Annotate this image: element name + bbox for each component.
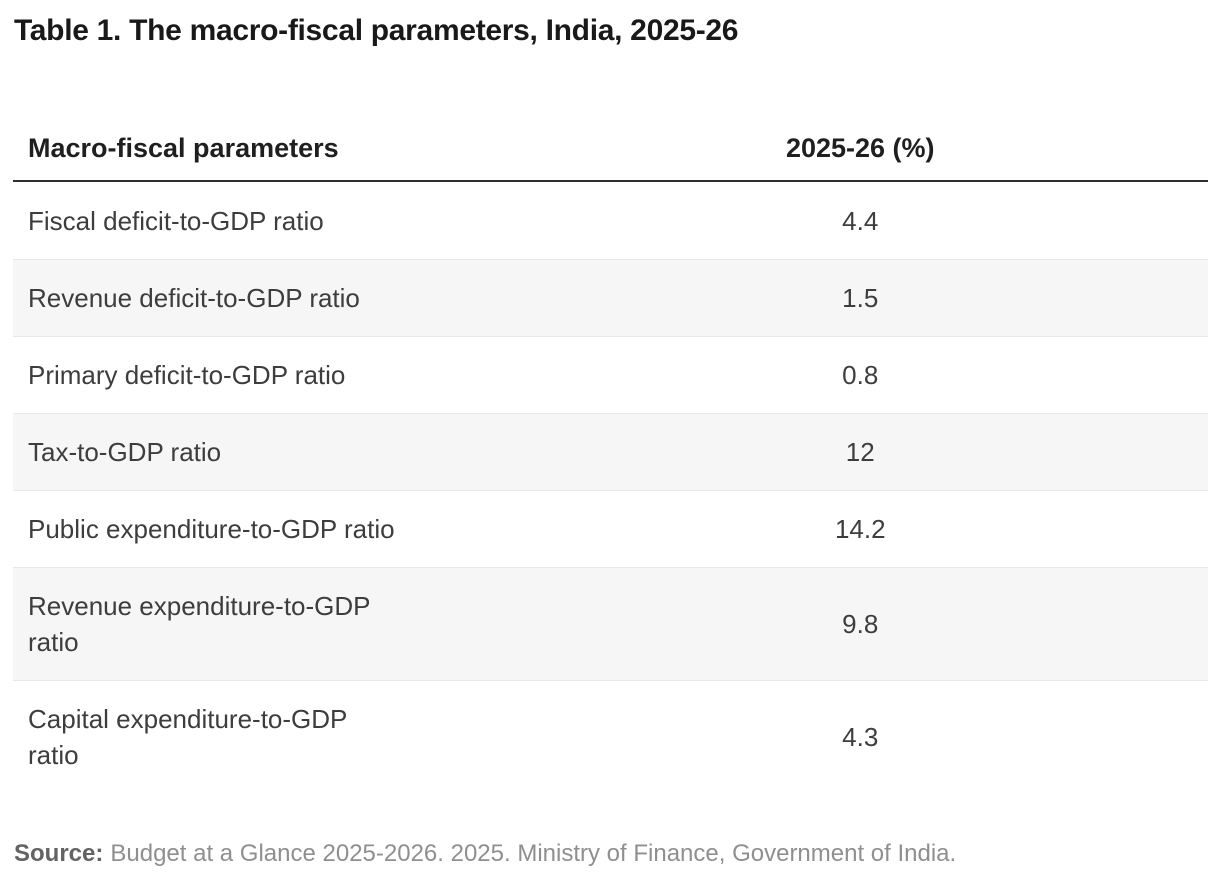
parameter-label: Public expenditure-to-GDP ratio (28, 514, 395, 544)
table-title: Table 1. The macro-fiscal parameters, In… (14, 14, 739, 47)
table-body: Fiscal deficit-to-GDP ratio 4.4 Revenue … (13, 182, 1208, 793)
parameter-value: 9.8 (842, 609, 879, 639)
parameter-value: 1.5 (842, 283, 879, 313)
parameter-label: Revenue deficit-to-GDP ratio (28, 283, 360, 313)
table-header-row: Macro-fiscal parameters 2025-26 (%) (13, 116, 1208, 182)
parameter-value: 4.3 (842, 722, 879, 752)
macro-fiscal-table: Macro-fiscal parameters 2025-26 (%) Fisc… (13, 116, 1208, 793)
parameter-label: Revenue expenditure-to-GDP ratio (28, 591, 371, 657)
table-row: Public expenditure-to-GDP ratio 14.2 (13, 490, 1208, 567)
source-text: Budget at a Glance 2025-2026. 2025. Mini… (110, 840, 957, 867)
parameter-value: 12 (845, 437, 875, 467)
source-label: Source: (14, 840, 104, 867)
table-row: Revenue deficit-to-GDP ratio 1.5 (13, 259, 1208, 336)
parameter-label: Tax-to-GDP ratio (28, 437, 222, 467)
table-row: Capital expenditure-to-GDP ratio 4.3 (13, 680, 1208, 793)
table-row: Primary deficit-to-GDP ratio 0.8 (13, 336, 1208, 413)
source-note: Source: Budget at a Glance 2025-2026. 202… (14, 839, 1208, 869)
table-row: Tax-to-GDP ratio 12 (13, 413, 1208, 490)
table-row: Fiscal deficit-to-GDP ratio 4.4 (13, 182, 1208, 259)
parameter-value: 4.4 (842, 205, 879, 236)
parameter-value: 14.2 (834, 514, 886, 544)
parameter-value: 0.8 (842, 360, 879, 390)
column-header-year-percent: 2025-26 (%) (785, 132, 935, 163)
parameter-label: Capital expenditure-to-GDP ratio (28, 704, 348, 770)
parameter-label: Fiscal deficit-to-GDP ratio (28, 205, 324, 236)
column-header-parameters: Macro-fiscal parameters (28, 132, 339, 163)
parameter-label: Primary deficit-to-GDP ratio (28, 360, 346, 390)
table-row: Revenue expenditure-to-GDP ratio 9.8 (13, 567, 1208, 680)
